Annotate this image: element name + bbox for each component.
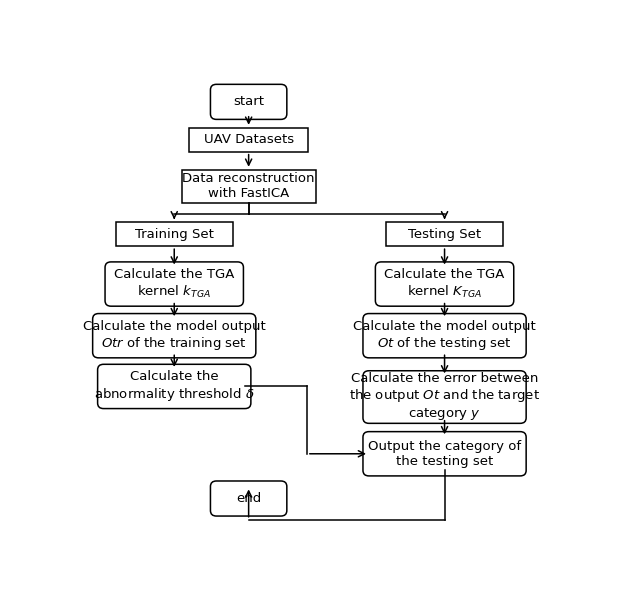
Text: Training Set: Training Set [135, 228, 214, 241]
Text: Calculate the TGA
kernel $k_{TGA}$: Calculate the TGA kernel $k_{TGA}$ [114, 268, 234, 300]
FancyBboxPatch shape [93, 313, 256, 358]
Text: Data reconstruction
with FastICA: Data reconstruction with FastICA [182, 173, 315, 200]
Text: end: end [236, 492, 261, 505]
Text: Calculate the model output
$\it{Otr}$ of the training set: Calculate the model output $\it{Otr}$ of… [83, 319, 266, 352]
FancyBboxPatch shape [189, 128, 308, 152]
FancyBboxPatch shape [116, 222, 232, 246]
FancyBboxPatch shape [363, 432, 526, 476]
FancyBboxPatch shape [376, 262, 514, 306]
Text: Calculate the error between
the output $\it{Ot}$ and the target
category $\it{y}: Calculate the error between the output $… [349, 372, 540, 422]
FancyBboxPatch shape [363, 371, 526, 423]
FancyBboxPatch shape [182, 170, 316, 203]
Text: Testing Set: Testing Set [408, 228, 481, 241]
Text: Calculate the
abnormality threshold $\delta$: Calculate the abnormality threshold $\de… [94, 370, 255, 403]
FancyBboxPatch shape [387, 222, 503, 246]
Text: start: start [233, 95, 264, 108]
Text: Output the category of
the testing set: Output the category of the testing set [368, 440, 521, 468]
Text: UAV Datasets: UAV Datasets [204, 133, 294, 146]
FancyBboxPatch shape [363, 313, 526, 358]
Text: Calculate the model output
$\it{Ot}$ of the testing set: Calculate the model output $\it{Ot}$ of … [353, 319, 536, 352]
FancyBboxPatch shape [211, 481, 287, 516]
FancyBboxPatch shape [98, 364, 251, 409]
FancyBboxPatch shape [105, 262, 243, 306]
FancyBboxPatch shape [211, 84, 287, 119]
Text: Calculate the TGA
kernel $K_{TGA}$: Calculate the TGA kernel $K_{TGA}$ [385, 268, 505, 300]
